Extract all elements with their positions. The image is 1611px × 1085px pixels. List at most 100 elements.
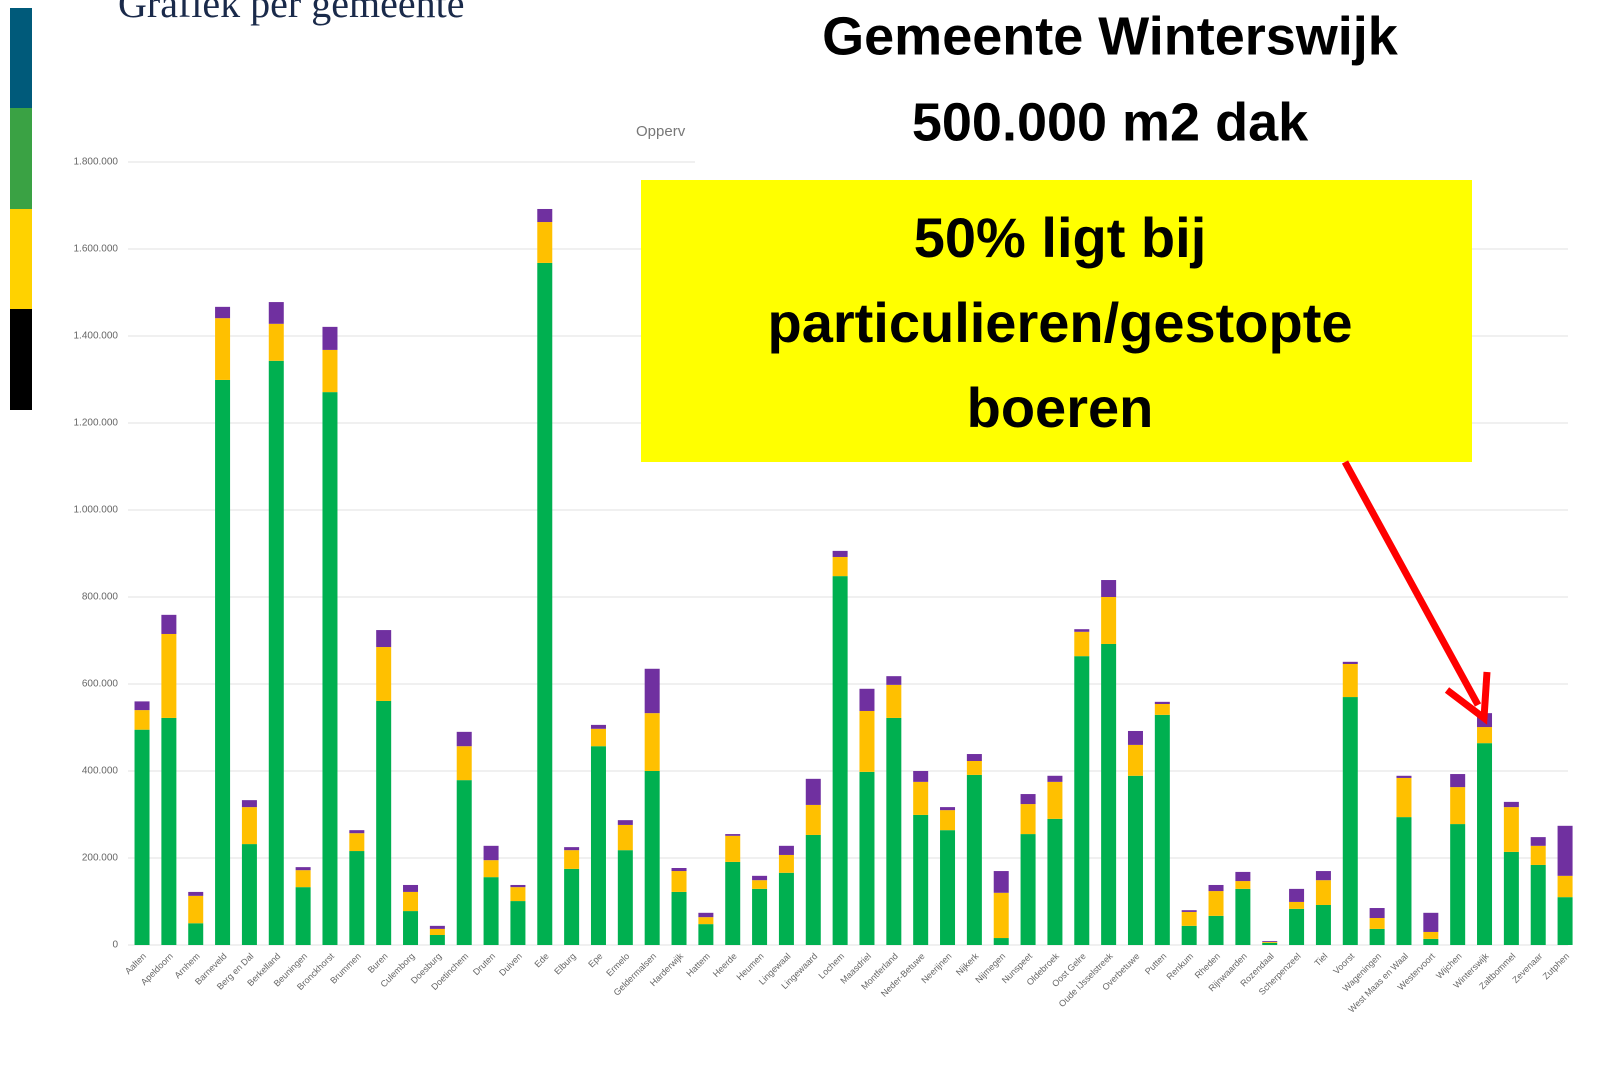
bar-segment <box>1154 704 1170 715</box>
bar-segment <box>1530 845 1546 865</box>
bar-segment <box>429 934 445 945</box>
bar-segment <box>134 701 150 711</box>
bar-segment <box>376 700 392 945</box>
bar-segment <box>295 867 311 871</box>
bar-segment <box>510 887 526 902</box>
x-tick-label: Buren <box>366 951 390 975</box>
bar-segment <box>537 208 553 223</box>
bar-segment <box>1101 643 1117 945</box>
bar-segment <box>456 731 472 747</box>
bar-segment <box>349 833 365 852</box>
bar-segment <box>483 845 499 861</box>
bar-segment <box>698 912 714 918</box>
bar-segment <box>886 684 902 718</box>
bar-segment <box>483 877 499 945</box>
deco-strip <box>10 8 32 108</box>
bar-segment <box>1557 897 1573 945</box>
bar-segment <box>859 771 875 945</box>
bar-segment <box>644 771 660 945</box>
bar-segment <box>1289 908 1305 945</box>
y-tick-label: 200.000 <box>82 853 119 864</box>
bar-segment <box>1074 631 1090 657</box>
bar-segment <box>832 556 848 577</box>
bar-segment <box>161 633 177 718</box>
bar-segment <box>966 760 982 775</box>
bar-segment <box>590 724 606 729</box>
bar-segment <box>1047 775 1063 782</box>
bar-segment <box>376 647 392 701</box>
bar-segment <box>644 713 660 771</box>
bar-segment <box>1503 851 1519 945</box>
deco-strip <box>10 309 32 410</box>
bar-segment <box>1101 580 1117 597</box>
heading: 500.000 m2 dak <box>912 92 1309 152</box>
bar-segment <box>1423 912 1439 932</box>
bar-segment <box>537 222 553 263</box>
bar-segment <box>564 868 580 945</box>
bar-segment <box>564 850 580 869</box>
bar-segment <box>1101 597 1117 644</box>
bar-segment <box>1235 881 1251 889</box>
bar-segment <box>1342 661 1358 664</box>
bar-segment <box>671 868 687 872</box>
bar-segment <box>1530 864 1546 945</box>
heading-bg <box>695 0 1611 172</box>
bar-segment <box>1342 697 1358 945</box>
callout-box <box>641 180 1472 462</box>
bar-segment <box>1557 875 1573 898</box>
bar-segment <box>859 710 875 772</box>
bar-segment <box>188 895 204 924</box>
bar-segment <box>1557 825 1573 876</box>
bar-segment <box>590 746 606 945</box>
bar-segment <box>1289 888 1305 902</box>
bar-segment <box>403 884 419 892</box>
bar-segment <box>966 774 982 945</box>
x-tick-label: Ede <box>532 951 550 969</box>
bar-segment <box>698 917 714 925</box>
bar-segment <box>403 911 419 945</box>
bar-segment <box>913 781 929 815</box>
arrow-head <box>1444 671 1491 725</box>
x-tick-label: Duiven <box>497 951 524 978</box>
bar-segment <box>725 861 741 945</box>
deco-strip <box>10 209 32 309</box>
bar-segment <box>832 576 848 945</box>
bar-segment <box>349 851 365 945</box>
bar-segment <box>725 835 741 862</box>
y-tick-label: 1.200.000 <box>74 418 119 429</box>
bar-segment <box>1020 794 1036 805</box>
bar-segment <box>134 729 150 945</box>
bar-segment <box>778 845 794 855</box>
bar-segment <box>1262 941 1278 942</box>
bar-segment <box>188 891 204 896</box>
bar-segment <box>188 923 204 945</box>
bar-segment <box>725 834 741 836</box>
bar-segment <box>1208 891 1224 916</box>
bar-segment <box>778 854 794 873</box>
bar-segment <box>1369 918 1385 929</box>
bar-segment <box>241 844 257 945</box>
bar-segment <box>1315 880 1331 905</box>
bar-segment <box>1289 901 1305 909</box>
bar-segment <box>161 614 177 634</box>
callout-text: particulieren/gestopte <box>767 291 1352 354</box>
bar-segment <box>886 717 902 945</box>
bar-segment <box>1127 744 1143 776</box>
bar-segment <box>1127 775 1143 945</box>
x-tick-label: Renkum <box>1164 951 1195 982</box>
bar-segment <box>1423 931 1439 939</box>
bar-segment <box>1181 910 1197 912</box>
bar-segment <box>215 306 231 319</box>
bar-segment <box>456 780 472 945</box>
bar-segment <box>322 392 338 945</box>
bar-segment <box>1127 730 1143 745</box>
bar-segment <box>1315 871 1331 881</box>
bar-segment <box>1020 804 1036 835</box>
bar-segment <box>1503 807 1519 852</box>
bar-segment <box>241 807 257 845</box>
bar-segment <box>752 888 768 945</box>
bar-segment <box>537 262 553 945</box>
bar-segment <box>1235 871 1251 882</box>
bar-segment <box>456 746 472 781</box>
